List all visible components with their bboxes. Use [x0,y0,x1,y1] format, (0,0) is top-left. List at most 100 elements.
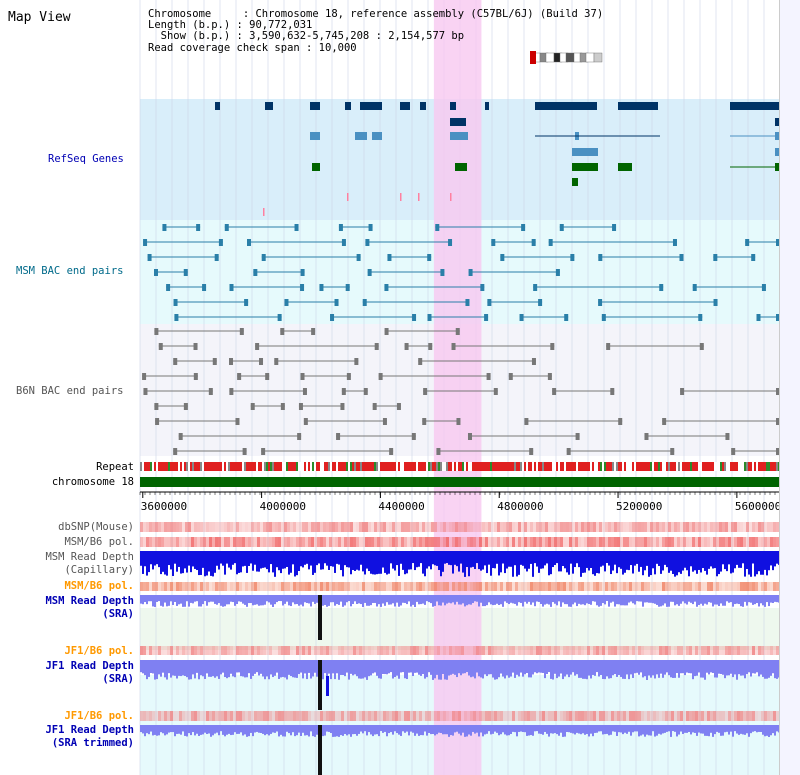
msm-b6-pol-label[interactable]: MSM/B6 pol. [64,536,134,548]
jf1-trimmed-depth-bar [274,725,276,733]
jf1-sra-depth-bar [652,660,654,676]
jf1-b6-pol-strip [554,646,557,655]
refseq-genes-label[interactable]: RefSeq Genes [48,153,124,165]
msm-b6-pol-sra-strip [440,582,443,591]
msm-sra-depth-bar [270,595,272,605]
msm-sra-depth-bar [488,595,490,603]
repeat-block [612,462,614,471]
repeat-block [492,462,494,471]
jf1-b6-pol-trimmed-strip [566,711,569,721]
jf1-trimmed-depth-bar [424,725,426,732]
jf1-trimmed-depth-bar [576,725,578,733]
dbsnp-strip [512,522,515,532]
msm-capillary-depth-bar [722,551,724,565]
msm-capillary-depth-bar [414,551,416,571]
msm-capillary-depth-bar [286,551,288,567]
msm-capillary-depth-bar [392,551,394,569]
msm-capillary-depth-bar [766,551,768,576]
jf1-b6-pol-strip [470,646,473,655]
b6n-bac-end [776,448,780,455]
jf1-b6-pol-strip [365,646,368,655]
msm-b6-pol-strip [587,537,590,547]
msm-b6-pol-strip [335,537,338,547]
jf1-b6-pol-trimmed-strip [683,711,686,721]
msm-b6-pol-strip [758,537,761,547]
jf1-sra-depth-bar [328,660,330,674]
msm-sra-depth-bar [250,595,252,604]
msm-bac-end [468,269,473,276]
msm-capillary-depth-bar [266,551,268,570]
jf1-sra-depth-bar [220,660,222,675]
repeat-block [718,462,720,471]
msm-capillary-depth-bar [262,551,264,568]
repeat-block [222,462,224,471]
msm-capillary-depth-bar [430,551,432,570]
jf1-b6-pol-strip [584,646,587,655]
msm-b6-pol-strip [485,537,488,547]
b6n-bac-end [508,373,513,380]
repeat-block [210,462,212,471]
jf1-trimmed-depth-bar [206,725,208,735]
jf1-b6-pol-strip [476,646,479,655]
msm-b6-pol-strip [440,537,443,547]
repeat-block [508,462,510,471]
dbsnp-strip [710,522,713,532]
jf1-trimmed-depth-bar [374,725,376,735]
msm-capillary-depth-bar [330,551,332,567]
jf1-b6-pol-trimmed-strip [767,711,770,721]
jf1-b6-pol-trimmed-label[interactable]: JF1/B6 pol. [64,710,134,722]
msm-bac-end-pairs-label[interactable]: MSM BAC end pairs [16,265,124,277]
b6n-bac-end [143,388,148,395]
msm-sra-depth-bar [266,595,268,602]
msm-capillary-depth-bar [376,551,378,575]
dbsnp-strip [707,522,710,532]
jf1-b6-pol-trimmed-strip [617,711,620,721]
repeat-block [308,462,310,471]
b6n-bac-end-pairs-label[interactable]: B6N BAC end pairs [16,385,124,397]
msm-read-depth-sra-label[interactable]: MSM Read Depth (SRA) [45,595,134,620]
jf1-trimmed-depth-bar [296,725,298,736]
repeat-block [582,462,584,471]
jf1-trimmed-depth-bar [328,725,330,732]
b6n-bac-end [178,433,183,440]
axis-tick-label: 4400000 [378,500,424,513]
jf1-b6-pol-strip [548,646,551,655]
msm-sra-depth-bar [546,595,548,604]
refseq-gene [372,132,382,140]
msm-read-depth-capillary-label[interactable]: MSM Read Depth (Capillary) [45,551,134,576]
jf1-b6-pol-trimmed-strip [671,711,674,721]
jf1-b6-pol-strip [614,646,617,655]
msm-sra-depth-bar [312,595,314,602]
jf1-read-depth-label[interactable]: JF1 Read Depth (SRA) [45,660,134,685]
jf1-b6-pol-trimmed-strip [557,711,560,721]
dbsnp-strip [620,522,623,532]
dbsnp-strip [560,522,563,532]
msm-bac-end [368,224,373,231]
dbsnp-label[interactable]: dbSNP(Mouse) [58,521,134,533]
jf1-b6-pol-strip [521,646,524,655]
msm-b6-pol-sra-strip [509,582,512,591]
jf1-b6-pol-trimmed-strip [758,711,761,721]
msm-bac-end [500,254,505,261]
dbsnp-strip [683,522,686,532]
jf1-trimmed-depth-bar [204,725,206,733]
msm-sra-depth-bar [556,595,558,606]
repeat-block [360,462,362,471]
msm-bac-end [196,224,201,231]
msm-b6-pol-sra-label[interactable]: MSM/B6 pol. [64,580,134,592]
msm-sra-depth-bar [574,595,576,603]
msm-sra-depth-bar [468,595,470,605]
msm-capillary-depth-bar [384,551,386,573]
dbsnp-strip [473,522,476,532]
jf1-trimmed-depth-bar [488,725,490,732]
msm-bac-end [244,299,249,306]
repeat-block [238,462,240,471]
msm-sra-depth-bar [772,595,774,604]
jf1-read-depth-trimmed-label[interactable]: JF1 Read Depth (SRA trimmed) [45,724,134,749]
msm-sra-depth-bar [436,595,438,602]
msm-capillary-depth-bar [404,551,406,575]
jf1-b6-pol-label[interactable]: JF1/B6 pol. [64,645,134,657]
b6n-bac-end [303,418,308,425]
jf1-trimmed-depth-bar [408,725,410,736]
right-scrollbar[interactable] [779,0,800,775]
